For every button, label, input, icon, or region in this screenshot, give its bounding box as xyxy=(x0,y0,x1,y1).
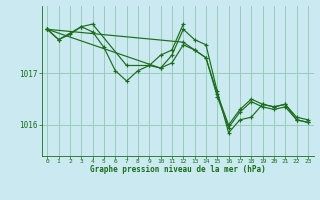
X-axis label: Graphe pression niveau de la mer (hPa): Graphe pression niveau de la mer (hPa) xyxy=(90,165,266,174)
